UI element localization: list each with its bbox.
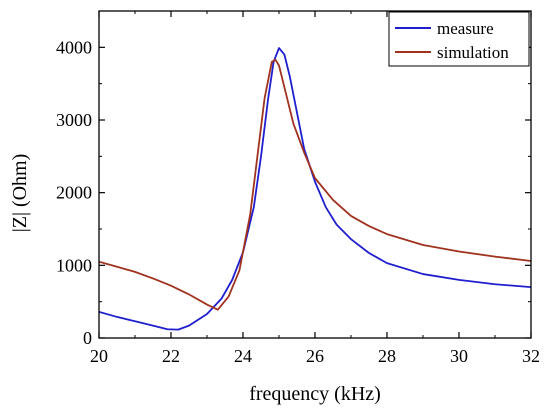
x-tick-label: 22: [162, 346, 180, 366]
legend-box: [388, 11, 530, 67]
x-tick-label: 28: [378, 346, 396, 366]
y-tick-label: 3000: [56, 110, 92, 130]
legend-label-simulation: simulation: [437, 43, 509, 62]
legend-label-measure: measure: [437, 19, 494, 38]
plot-area: [99, 47, 531, 331]
axes: 20 22 24 26 28 30 32 0 1000 2000 3000 4000: [56, 10, 540, 366]
x-tick-label: 30: [450, 346, 468, 366]
y-axis-label: |Z| (Ohm): [9, 154, 31, 233]
x-tick-label: 24: [234, 346, 252, 366]
y-tick-label: 1000: [56, 255, 92, 275]
y-tick-label: 0: [83, 328, 92, 348]
series-line-measure: [99, 47, 531, 331]
y-tick-label: 4000: [56, 37, 92, 57]
x-tick-label: 32: [522, 346, 540, 366]
series-line-simulation: [99, 58, 531, 311]
x-tick-label: 26: [306, 346, 324, 366]
x-axis-label: frequency (kHz): [249, 383, 381, 405]
y-tick-label: 2000: [56, 183, 92, 203]
x-tick-label: 20: [90, 346, 108, 366]
legend: measure simulation: [388, 11, 530, 67]
